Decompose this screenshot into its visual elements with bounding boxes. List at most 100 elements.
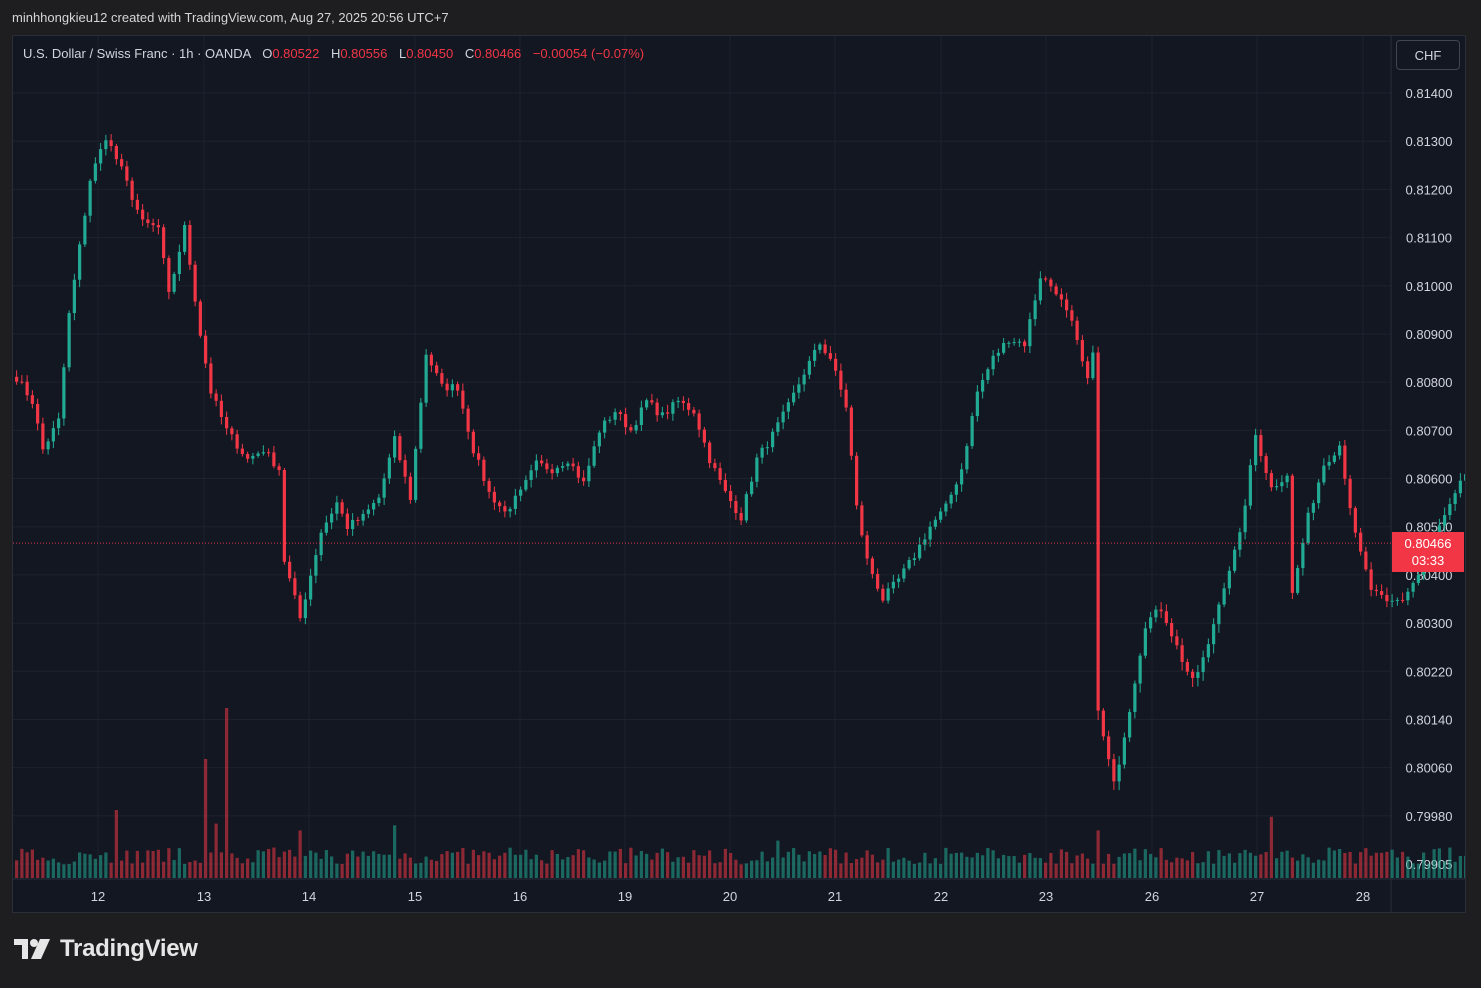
volume-bar bbox=[1369, 855, 1373, 878]
candle-body bbox=[1075, 320, 1079, 341]
volume-bar bbox=[482, 851, 486, 878]
candle-body bbox=[891, 581, 895, 589]
candle-body bbox=[729, 491, 733, 502]
candle-body bbox=[1122, 737, 1126, 765]
volume-bar bbox=[1401, 851, 1405, 878]
volume-bar bbox=[1385, 851, 1389, 878]
currency-unit-button[interactable]: CHF bbox=[1396, 40, 1460, 70]
candle-body bbox=[603, 420, 607, 433]
volume-bar bbox=[1269, 816, 1273, 878]
time-tick-label: 12 bbox=[91, 889, 105, 904]
candle-body bbox=[219, 400, 223, 417]
volume-bar bbox=[592, 859, 596, 878]
candle-body bbox=[676, 400, 680, 403]
volume-bar bbox=[230, 853, 234, 878]
candle-body bbox=[1322, 465, 1326, 483]
tradingview-logo[interactable]: TradingView bbox=[14, 935, 198, 963]
candle-body bbox=[25, 381, 29, 396]
volume-bar bbox=[897, 859, 901, 878]
candle-body bbox=[30, 395, 34, 404]
volume-bar bbox=[755, 860, 759, 878]
candle-body bbox=[114, 146, 118, 160]
volume-bar bbox=[30, 849, 34, 878]
volume-bar bbox=[1348, 851, 1352, 878]
symbol-title[interactable]: U.S. Dollar / Swiss Franc · 1h · OANDA bbox=[23, 46, 251, 61]
volume-bar bbox=[1138, 860, 1142, 878]
volume-bar bbox=[723, 848, 727, 878]
candle-body bbox=[1033, 300, 1037, 320]
volume-bar bbox=[135, 850, 139, 878]
candle-body bbox=[1212, 624, 1216, 645]
candle-body bbox=[393, 436, 397, 458]
volume-bar bbox=[309, 850, 313, 878]
volume-bar bbox=[1317, 859, 1321, 878]
volume-bar bbox=[403, 853, 407, 878]
candle-body bbox=[1353, 508, 1357, 533]
candle-body bbox=[886, 588, 890, 601]
candle-body bbox=[818, 344, 822, 350]
candle-body bbox=[618, 412, 622, 415]
volume-bar bbox=[109, 862, 113, 878]
candle-body bbox=[398, 436, 402, 461]
candle-body bbox=[592, 446, 596, 466]
volume-bar bbox=[1254, 855, 1258, 878]
candle-body bbox=[718, 468, 722, 480]
candle-body bbox=[78, 244, 82, 280]
volume-bar bbox=[1002, 854, 1006, 878]
volume-bar bbox=[62, 864, 66, 878]
volume-bar bbox=[996, 858, 1000, 878]
volume-bar bbox=[944, 847, 948, 878]
candle-body bbox=[587, 465, 591, 482]
candle-body bbox=[529, 470, 533, 480]
chart-panel[interactable]: 0.81400 0.81300 0.81200 0.81100 0.81000 0.809… bbox=[12, 35, 1466, 913]
candle-body bbox=[445, 383, 449, 391]
volume-bar bbox=[1038, 858, 1042, 878]
volume-bar bbox=[188, 861, 192, 878]
time-tick-label: 26 bbox=[1145, 889, 1159, 904]
candle-body bbox=[120, 159, 124, 167]
volume-bar bbox=[734, 859, 738, 878]
volume-bar bbox=[141, 862, 145, 878]
candle-body bbox=[855, 455, 859, 506]
volume-bar bbox=[508, 847, 512, 878]
volume-bar bbox=[1280, 851, 1284, 878]
candle-body bbox=[288, 561, 292, 579]
candle-body bbox=[1002, 343, 1006, 353]
volume-bar bbox=[151, 850, 155, 878]
volume-bar bbox=[1301, 854, 1305, 878]
candle-body bbox=[671, 402, 675, 414]
candle-body bbox=[1091, 352, 1095, 379]
candle-body bbox=[1133, 683, 1137, 712]
volume-bar bbox=[314, 852, 318, 878]
candle-body bbox=[172, 274, 176, 292]
volume-bar bbox=[1464, 855, 1465, 878]
candle-body bbox=[303, 599, 307, 619]
volume-bar bbox=[960, 852, 964, 878]
volume-bar bbox=[786, 851, 790, 878]
candle-body bbox=[20, 381, 24, 383]
volume-bar bbox=[1395, 857, 1399, 878]
high-label: H bbox=[330, 46, 341, 61]
volume-bar bbox=[1023, 854, 1027, 878]
volume-bar bbox=[288, 849, 292, 878]
candle-body bbox=[912, 558, 916, 561]
volume-bar bbox=[1390, 849, 1394, 878]
volume-bar bbox=[1070, 863, 1074, 878]
price-chart[interactable]: 0.81400 0.81300 0.81200 0.81100 0.81000 0.809… bbox=[13, 36, 1466, 913]
candle-body bbox=[408, 476, 412, 500]
candle-body bbox=[261, 452, 265, 454]
volume-bar bbox=[629, 847, 633, 878]
candle-body bbox=[1254, 435, 1258, 466]
volume-bar bbox=[93, 858, 97, 878]
volume-bar bbox=[1427, 863, 1431, 878]
symbol-legend: U.S. Dollar / Swiss Franc · 1h · OANDA O… bbox=[23, 46, 644, 61]
volume-bar bbox=[566, 857, 570, 878]
candle-body bbox=[135, 199, 139, 210]
candle-body bbox=[503, 506, 507, 512]
volume-bar bbox=[744, 863, 748, 878]
candle-body bbox=[807, 360, 811, 375]
high-value: 0.80556 bbox=[340, 46, 388, 61]
volume-bar bbox=[214, 823, 218, 878]
candle-body bbox=[1017, 341, 1021, 343]
volume-bar bbox=[1175, 857, 1179, 878]
